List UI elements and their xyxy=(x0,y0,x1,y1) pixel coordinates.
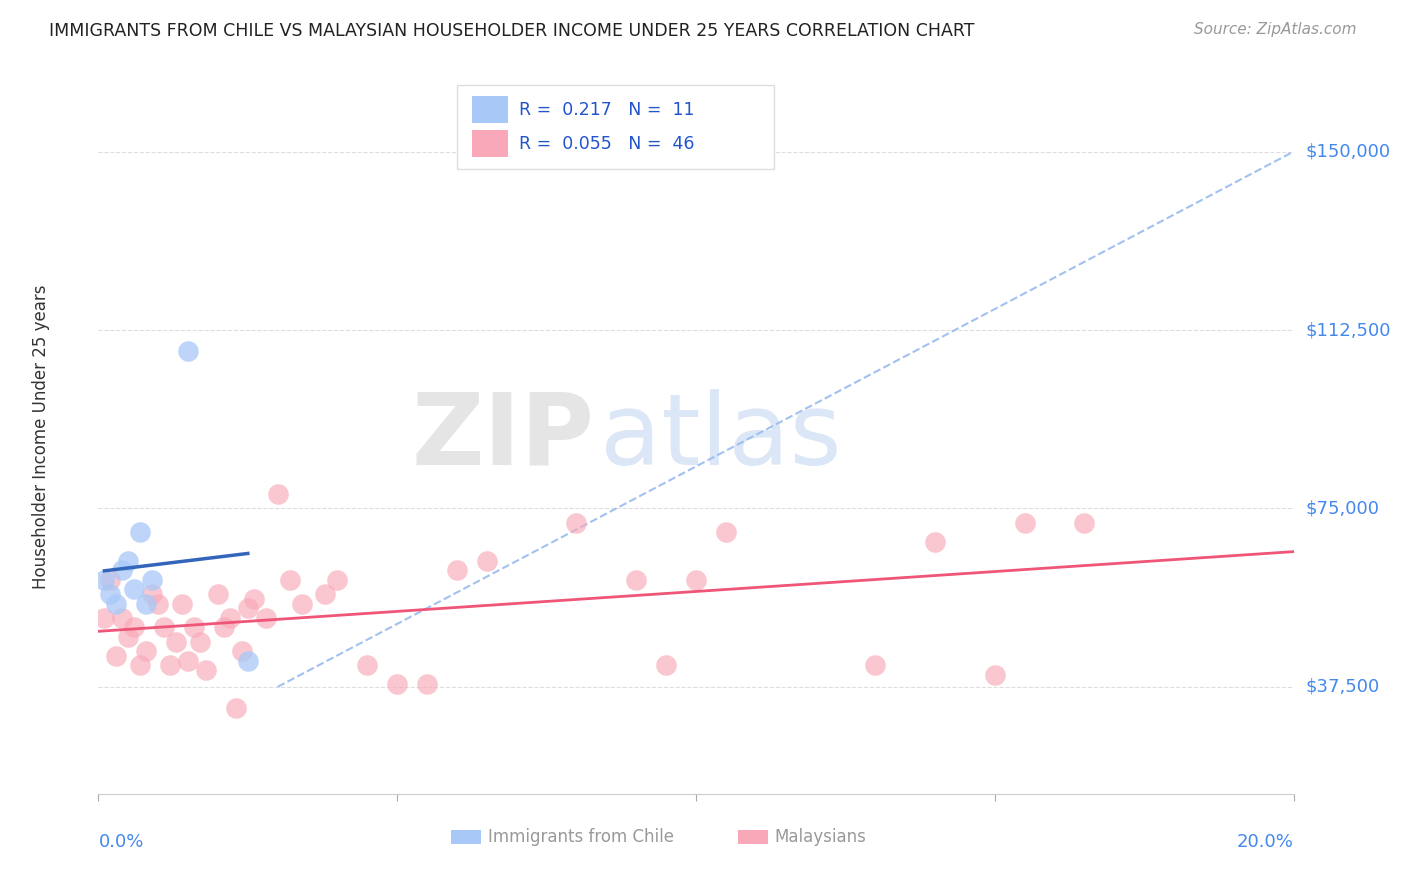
Text: $112,500: $112,500 xyxy=(1306,321,1391,339)
Point xyxy=(153,620,176,634)
Point xyxy=(105,648,128,663)
Point xyxy=(655,658,678,673)
Point xyxy=(326,573,349,587)
FancyBboxPatch shape xyxy=(457,86,773,169)
Point xyxy=(315,587,337,601)
Point xyxy=(236,654,259,668)
Point xyxy=(254,611,277,625)
Text: 0.0%: 0.0% xyxy=(98,833,143,851)
Point xyxy=(141,573,163,587)
Point xyxy=(105,597,128,611)
Point xyxy=(135,597,157,611)
Text: ZIP: ZIP xyxy=(412,389,595,485)
Point xyxy=(111,611,134,625)
Point xyxy=(236,601,259,615)
Point xyxy=(714,525,737,540)
Point xyxy=(385,677,409,691)
Point xyxy=(416,677,439,691)
Point xyxy=(188,634,211,648)
FancyBboxPatch shape xyxy=(472,96,509,123)
Point xyxy=(135,644,157,658)
Point xyxy=(93,611,115,625)
Point xyxy=(446,563,468,577)
Point xyxy=(129,658,152,673)
Point xyxy=(98,587,122,601)
Text: Householder Income Under 25 years: Householder Income Under 25 years xyxy=(32,285,51,590)
Point xyxy=(565,516,588,530)
Point xyxy=(207,587,229,601)
Point xyxy=(117,554,139,568)
Point xyxy=(177,654,200,668)
Text: 20.0%: 20.0% xyxy=(1237,833,1294,851)
Point xyxy=(267,487,290,501)
Text: Immigrants from Chile: Immigrants from Chile xyxy=(488,828,673,846)
Text: Source: ZipAtlas.com: Source: ZipAtlas.com xyxy=(1194,22,1357,37)
Point xyxy=(124,620,146,634)
Point xyxy=(212,620,235,634)
Point xyxy=(117,630,139,644)
Point xyxy=(243,591,266,606)
Point xyxy=(865,658,887,673)
Point xyxy=(159,658,181,673)
Point xyxy=(165,634,187,648)
Point xyxy=(356,658,378,673)
Point xyxy=(231,644,253,658)
Point xyxy=(225,701,247,715)
Point xyxy=(98,573,122,587)
FancyBboxPatch shape xyxy=(472,130,509,157)
Point xyxy=(124,582,146,597)
Text: atlas: atlas xyxy=(600,389,842,485)
FancyBboxPatch shape xyxy=(451,830,481,844)
Point xyxy=(1073,516,1095,530)
Point xyxy=(291,597,314,611)
Text: R =  0.217   N =  11: R = 0.217 N = 11 xyxy=(519,101,695,119)
Text: $150,000: $150,000 xyxy=(1306,143,1391,161)
Text: Malaysians: Malaysians xyxy=(775,828,866,846)
Point xyxy=(924,534,946,549)
Point xyxy=(172,597,194,611)
Point xyxy=(177,344,200,359)
Text: $37,500: $37,500 xyxy=(1306,678,1379,696)
Point xyxy=(685,573,707,587)
Point xyxy=(1014,516,1036,530)
Point xyxy=(148,597,170,611)
Text: IMMIGRANTS FROM CHILE VS MALAYSIAN HOUSEHOLDER INCOME UNDER 25 YEARS CORRELATION: IMMIGRANTS FROM CHILE VS MALAYSIAN HOUSE… xyxy=(49,22,974,40)
Point xyxy=(129,525,152,540)
Point xyxy=(278,573,301,587)
Point xyxy=(195,663,218,677)
Point xyxy=(475,554,498,568)
Text: R =  0.055   N =  46: R = 0.055 N = 46 xyxy=(519,135,695,153)
Point xyxy=(626,573,648,587)
Text: $75,000: $75,000 xyxy=(1306,500,1379,517)
Point xyxy=(111,563,134,577)
Point xyxy=(219,611,242,625)
FancyBboxPatch shape xyxy=(738,830,768,844)
Point xyxy=(141,587,163,601)
Point xyxy=(984,668,1007,682)
Point xyxy=(183,620,205,634)
Point xyxy=(93,573,115,587)
